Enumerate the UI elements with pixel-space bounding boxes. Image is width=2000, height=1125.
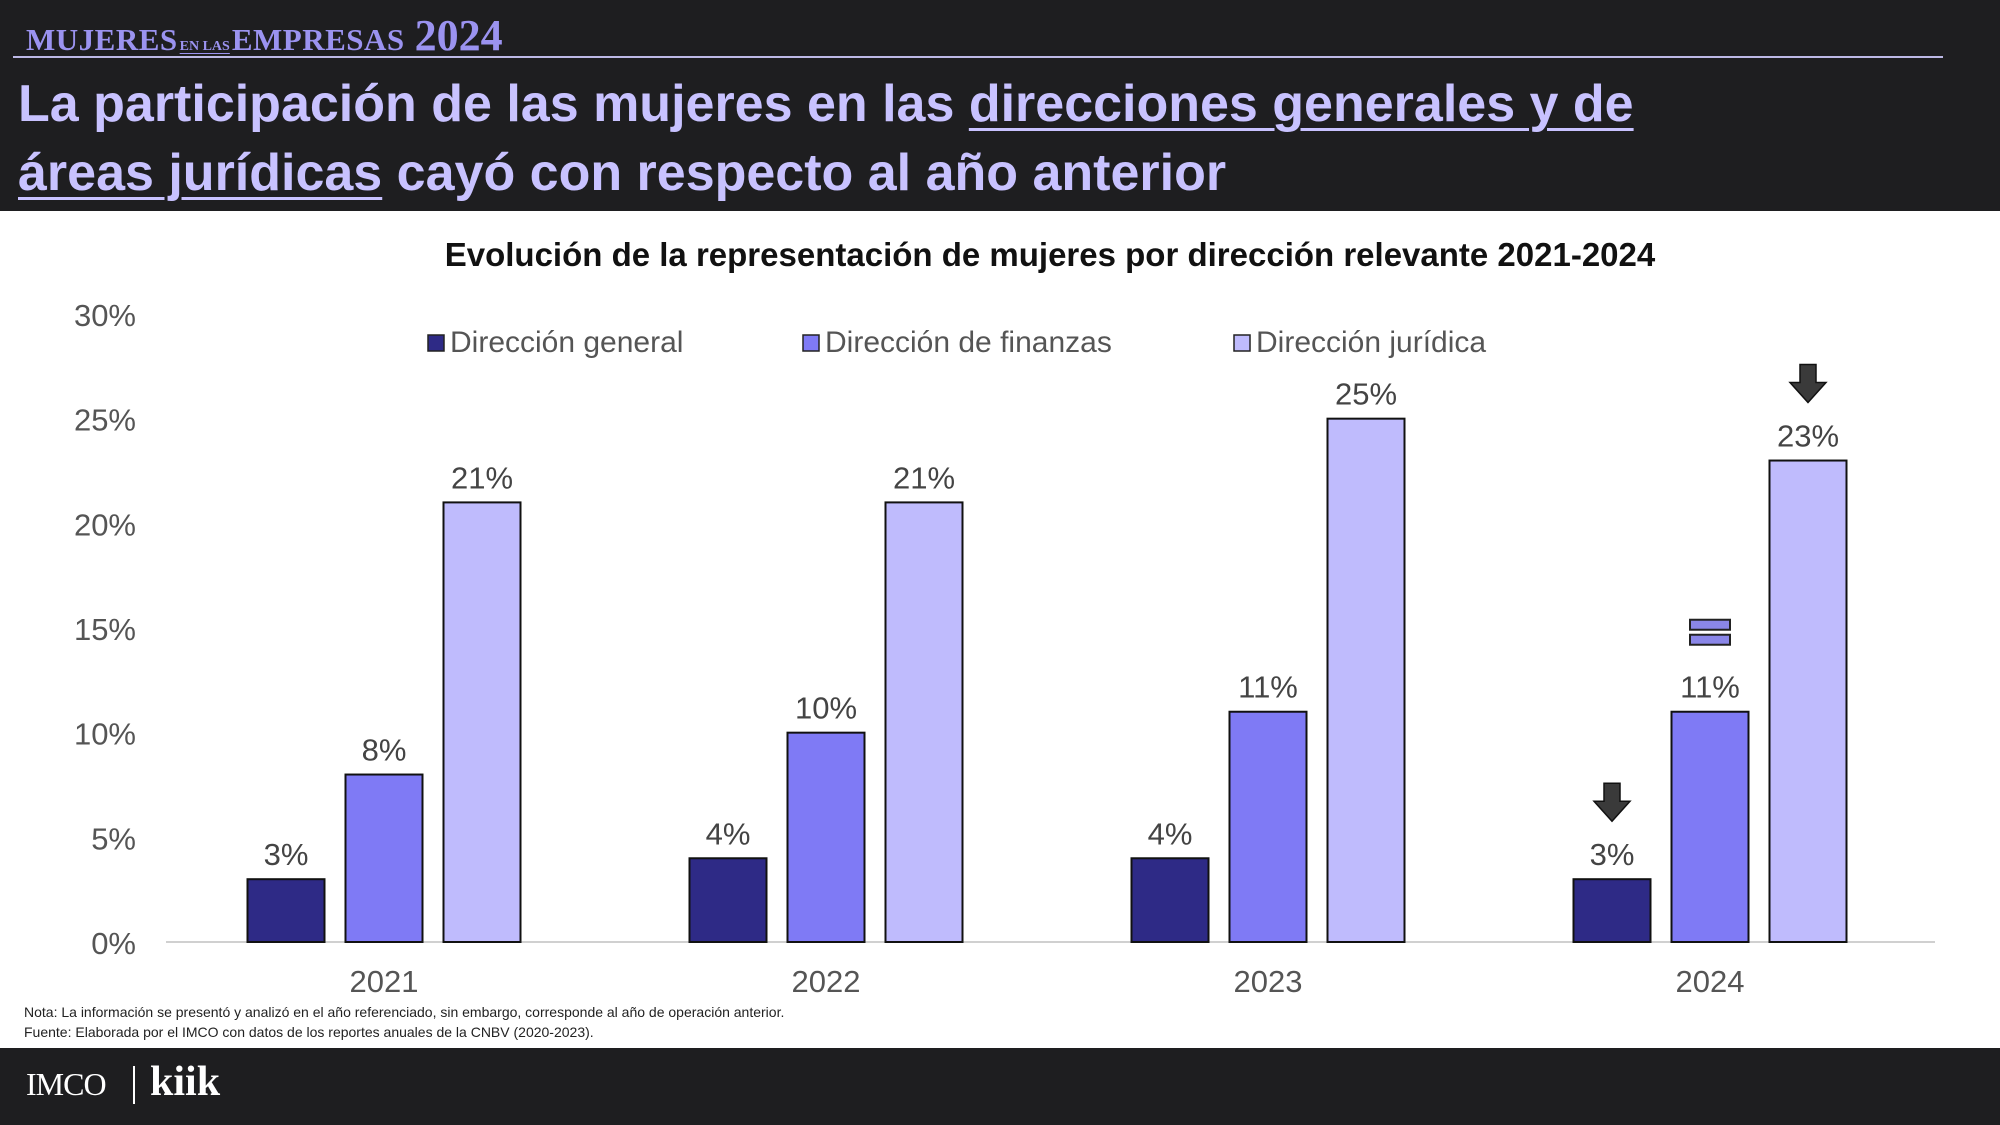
arrow-down-icon bbox=[1592, 782, 1632, 823]
headline-highlight-1: direcciones generales y de bbox=[968, 75, 1634, 133]
kiik-logo: kiik bbox=[150, 1059, 221, 1105]
data-label: 4% bbox=[1148, 816, 1193, 851]
y-tick-label: 10% bbox=[74, 717, 136, 752]
equals-bar-top bbox=[1689, 618, 1731, 631]
note-text: Nota: La información se presentó y anali… bbox=[24, 1004, 785, 1020]
legend-swatch bbox=[802, 334, 820, 352]
header-divider bbox=[13, 56, 1943, 58]
x-tick-label: 2022 bbox=[792, 964, 861, 999]
bar bbox=[1228, 710, 1308, 943]
x-tick-label: 2023 bbox=[1234, 964, 1303, 999]
data-label: 10% bbox=[795, 691, 857, 726]
imco-logo: IMCO bbox=[26, 1066, 107, 1102]
headline-post: cayó con respecto al año anterior bbox=[382, 144, 1227, 202]
chart-title: Evolución de la representación de mujere… bbox=[445, 236, 1656, 273]
bar bbox=[344, 773, 424, 943]
data-label: 11% bbox=[1238, 670, 1298, 705]
footer: IMCO kiik bbox=[0, 1048, 2000, 1125]
equals-bar-bottom bbox=[1689, 633, 1731, 646]
data-label: 23% bbox=[1777, 419, 1839, 454]
brand-part3: EMPRESAS bbox=[231, 22, 405, 57]
header: MUJERES EN LAS EMPRESAS 2024 La particip… bbox=[0, 0, 2000, 211]
x-tick-label: 2021 bbox=[350, 964, 419, 999]
brand-part2: EN LAS bbox=[179, 39, 230, 54]
bar bbox=[884, 501, 964, 943]
data-label: 8% bbox=[362, 733, 407, 768]
data-label: 21% bbox=[893, 460, 955, 495]
y-tick-label: 15% bbox=[74, 612, 136, 647]
legend-swatch bbox=[1233, 334, 1251, 352]
data-label: 3% bbox=[264, 837, 309, 872]
headline-pre: La participación de las mujeres en las bbox=[18, 75, 969, 133]
headline-highlight-2: áreas jurídicas bbox=[18, 144, 383, 202]
legend-label: Dirección de finanzas bbox=[825, 326, 1112, 359]
brand-part1: MUJERES bbox=[26, 22, 178, 57]
y-tick-label: 5% bbox=[91, 821, 136, 856]
x-tick-label: 2024 bbox=[1676, 964, 1745, 999]
legend-label: Dirección general bbox=[450, 326, 683, 359]
chart-notes: Nota: La información se presentó y anali… bbox=[24, 1002, 784, 1042]
source-text: Fuente: Elaborada por el IMCO con datos … bbox=[24, 1024, 594, 1040]
bar bbox=[442, 501, 522, 943]
bar-chart: Evolución de la representación de mujere… bbox=[74, 236, 1935, 999]
data-label: 4% bbox=[706, 816, 751, 851]
bar bbox=[1326, 417, 1406, 943]
y-tick-label: 0% bbox=[91, 926, 136, 961]
data-label: 3% bbox=[1590, 837, 1635, 872]
data-label: 11% bbox=[1680, 670, 1740, 705]
bar bbox=[688, 857, 768, 943]
equals-icon bbox=[1689, 618, 1731, 646]
bar bbox=[1768, 459, 1848, 944]
page-title: La participación de las mujeres en las d… bbox=[18, 70, 1978, 208]
bar bbox=[1670, 710, 1750, 943]
bar bbox=[1130, 857, 1210, 943]
logo-separator bbox=[133, 1066, 135, 1104]
legend-label: Dirección jurídica bbox=[1256, 326, 1486, 359]
bar bbox=[1572, 878, 1652, 944]
bar bbox=[786, 731, 866, 944]
y-tick-label: 25% bbox=[74, 403, 136, 438]
data-label: 21% bbox=[451, 460, 513, 495]
brand-logo: MUJERES EN LAS EMPRESAS 2024 bbox=[26, 10, 503, 60]
y-tick-label: 30% bbox=[74, 298, 136, 333]
y-tick-label: 20% bbox=[74, 507, 136, 542]
brand-year: 2024 bbox=[414, 11, 503, 60]
data-label: 25% bbox=[1335, 377, 1397, 412]
bar bbox=[246, 878, 326, 944]
arrow-down-icon bbox=[1788, 363, 1828, 404]
legend-swatch bbox=[427, 334, 445, 352]
